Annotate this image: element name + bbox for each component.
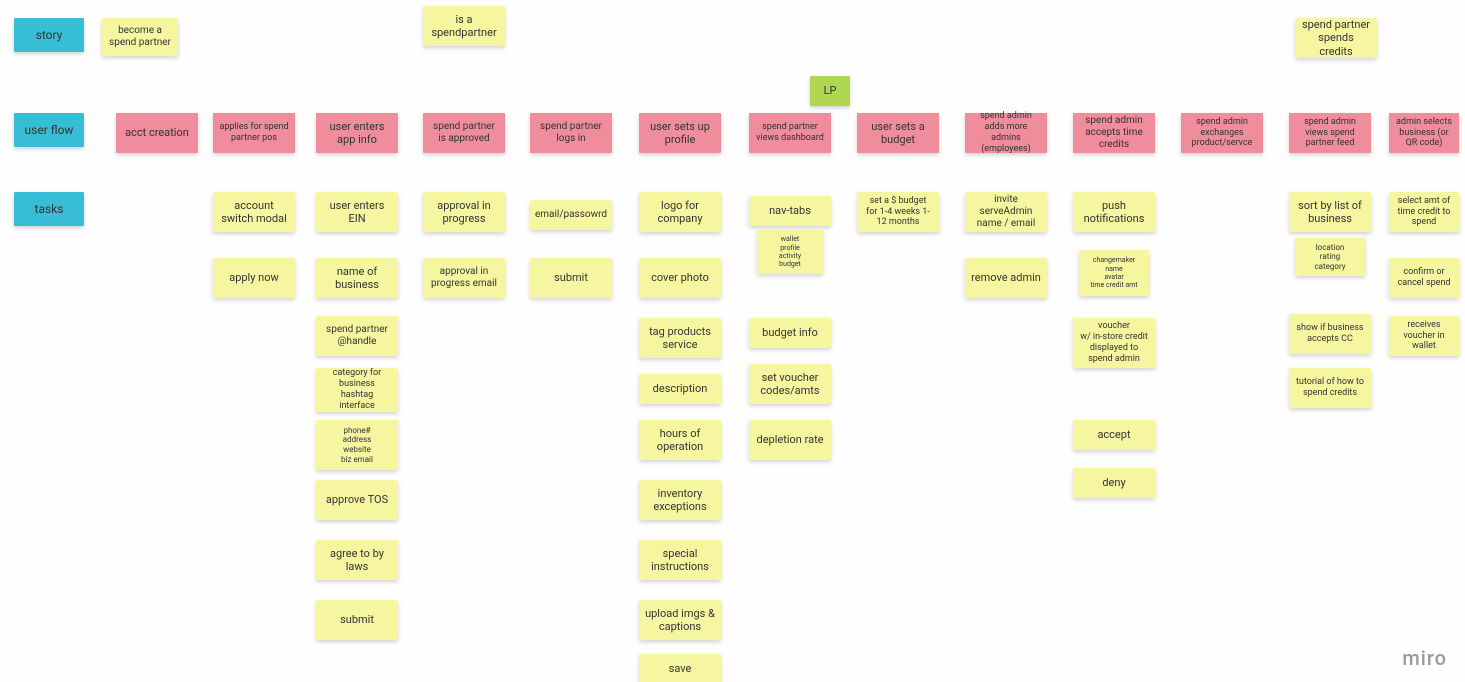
t-nav-tabs[interactable]: nav-tabs	[749, 196, 831, 226]
flow-accepts-credits[interactable]: spend admin accepts time credits	[1073, 113, 1155, 153]
row-label-story[interactable]: story	[14, 18, 84, 52]
flow-add-admins[interactable]: spend admin adds more admins (employees)	[965, 113, 1047, 153]
t-login-submit[interactable]: submit	[530, 258, 612, 298]
t-save-profile[interactable]: save	[639, 654, 721, 682]
t-contact-fields[interactable]: phone# address website biz email	[316, 420, 398, 470]
t-submit-app[interactable]: submit	[316, 600, 398, 640]
t-receive-voucher[interactable]: receives voucher in wallet	[1389, 316, 1459, 356]
miro-board[interactable]: story user flow tasks become a spend partne…	[0, 0, 1465, 682]
t-category-hashtag[interactable]: category for business hashtag interface	[316, 368, 398, 412]
t-biz-name[interactable]: name of business	[316, 258, 398, 298]
t-sort-detail[interactable]: location rating category	[1295, 238, 1365, 276]
t-cover[interactable]: cover photo	[639, 258, 721, 298]
t-budget-info[interactable]: budget info	[749, 318, 831, 348]
flow-applies-pos[interactable]: applies for spend partner pos	[213, 113, 295, 153]
t-depletion[interactable]: depletion rate	[749, 420, 831, 460]
flow-approved[interactable]: spend partner is approved	[423, 113, 505, 153]
t-accepts-cc[interactable]: show if business accepts CC	[1289, 314, 1371, 354]
t-hours[interactable]: hours of operation	[639, 420, 721, 460]
t-tag-products[interactable]: tag products service	[639, 318, 721, 358]
t-approval-email[interactable]: approval in progress email	[423, 258, 505, 298]
t-push-detail[interactable]: changemaker name avatar time credit amt	[1079, 250, 1149, 296]
t-set-budget[interactable]: set a $ budget for 1-4 weeks 1-12 months	[857, 192, 939, 232]
t-confirm[interactable]: confirm or cancel spend	[1389, 258, 1459, 298]
t-handle[interactable]: spend partner @handle	[316, 316, 398, 356]
t-select-amt[interactable]: select amt of time credit to spend	[1389, 192, 1459, 232]
flow-logs-in[interactable]: spend partner logs in	[530, 113, 612, 153]
flow-sets-budget[interactable]: user sets a budget	[857, 113, 939, 153]
t-email-pass[interactable]: email/passowrd	[530, 200, 612, 230]
t-inventory[interactable]: inventory exceptions	[639, 480, 721, 520]
t-special[interactable]: special instructions	[639, 540, 721, 580]
t-enter-ein[interactable]: user enters EIN	[316, 192, 398, 232]
t-voucher-codes[interactable]: set voucher codes/amts	[749, 364, 831, 404]
t-apply-now[interactable]: apply now	[213, 258, 295, 298]
t-approval-prog[interactable]: approval in progress	[423, 192, 505, 232]
t-tutorial[interactable]: tutorial of how to spend credits	[1289, 368, 1371, 408]
t-push[interactable]: push notifications	[1073, 192, 1155, 232]
t-logo[interactable]: logo for company	[639, 192, 721, 232]
flow-enters-app[interactable]: user enters app info	[316, 113, 398, 153]
t-invite-admin[interactable]: invite serveAdmin name / email	[965, 192, 1047, 232]
flow-views-feed[interactable]: spend admin views spend partner feed	[1289, 113, 1371, 153]
flow-exchanges[interactable]: spend admin exchanges product/servce	[1181, 113, 1263, 153]
t-upload-imgs[interactable]: upload imgs & captions	[639, 600, 721, 640]
flow-selects-biz[interactable]: admin selects business (or QR code)	[1389, 113, 1459, 153]
flow-acct-creation[interactable]: acct creation	[116, 113, 198, 153]
t-approve-tos[interactable]: approve TOS	[316, 480, 398, 520]
t-description[interactable]: description	[639, 374, 721, 404]
t-sort-biz[interactable]: sort by list of business	[1289, 192, 1371, 232]
t-deny[interactable]: deny	[1073, 468, 1155, 498]
t-agree-bylaws[interactable]: agree to by laws	[316, 540, 398, 580]
row-label-userflow[interactable]: user flow	[14, 113, 84, 147]
t-voucher[interactable]: voucher w/ in-store credit displayed to …	[1073, 318, 1155, 368]
t-nav-tabs-detail[interactable]: wallet profile activity budget	[757, 230, 823, 274]
t-acct-switch[interactable]: account switch modal	[213, 192, 295, 232]
flow-views-dash[interactable]: spend partner views dashboard	[749, 113, 831, 153]
flow-sets-profile[interactable]: user sets up profile	[639, 113, 721, 153]
miro-logo: miro	[1402, 646, 1447, 670]
t-accept[interactable]: accept	[1073, 420, 1155, 450]
t-remove-admin[interactable]: remove admin	[965, 258, 1047, 298]
story-spends-credits[interactable]: spend partner spends credits	[1295, 18, 1377, 58]
story-is-partner[interactable]: is a spendpartner	[423, 6, 505, 46]
lp-badge[interactable]: LP	[810, 76, 850, 106]
story-become-partner[interactable]: become a spend partner	[102, 18, 178, 56]
row-label-tasks[interactable]: tasks	[14, 192, 84, 226]
